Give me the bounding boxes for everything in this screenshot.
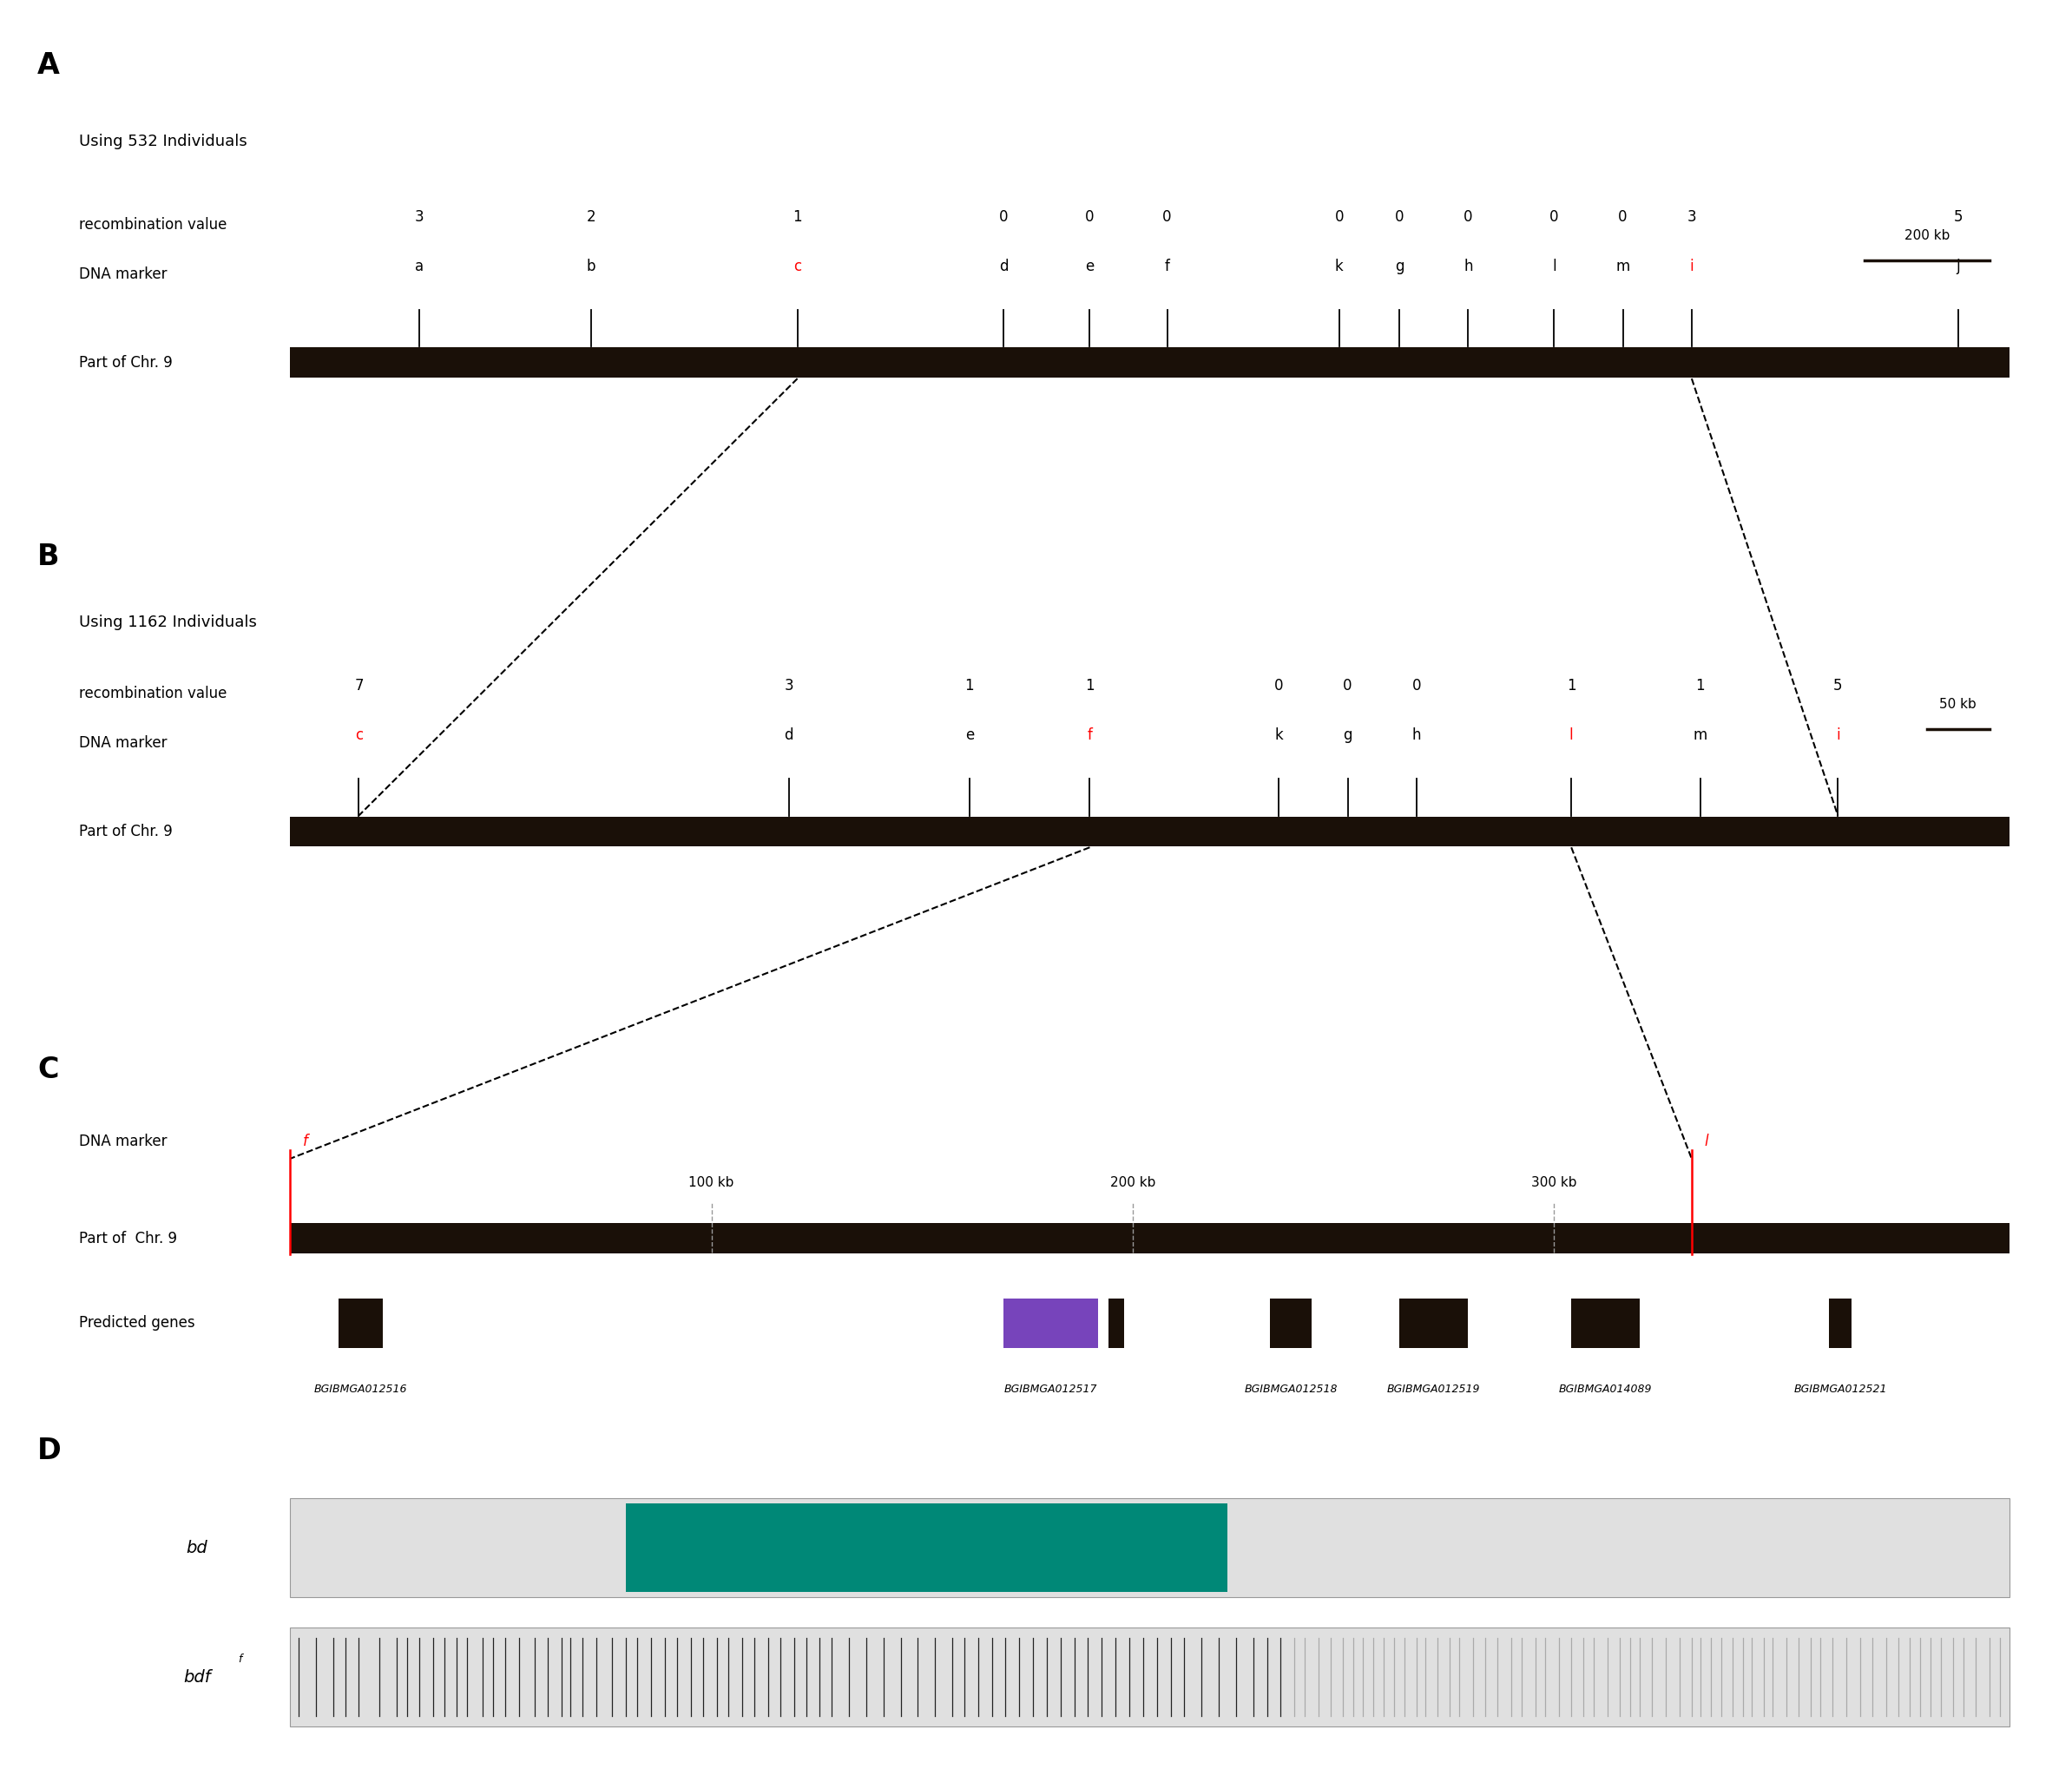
Text: 7: 7: [354, 678, 363, 693]
Text: D: D: [37, 1436, 62, 1465]
Text: C: C: [37, 1056, 58, 1084]
Text: f: f: [303, 1134, 307, 1148]
Bar: [290, 816, 2010, 846]
Text: 1: 1: [1086, 678, 1094, 693]
Text: l: l: [1569, 727, 1573, 743]
Text: d: d: [785, 727, 794, 743]
Text: Part of Chr. 9: Part of Chr. 9: [79, 356, 172, 370]
Text: f: f: [1088, 727, 1092, 743]
Text: l: l: [1552, 258, 1556, 274]
Text: h: h: [1463, 258, 1473, 274]
Text: 300 kb: 300 kb: [1531, 1176, 1577, 1189]
Text: l: l: [1703, 1134, 1707, 1148]
Bar: [290, 1627, 2010, 1727]
Text: 3: 3: [783, 678, 794, 693]
Text: DNA marker: DNA marker: [79, 1134, 168, 1148]
Text: 0: 0: [1550, 209, 1558, 225]
Text: BGIBMGA012521: BGIBMGA012521: [1794, 1383, 1888, 1394]
Text: 0: 0: [1343, 678, 1353, 693]
Text: 0: 0: [1334, 209, 1343, 225]
Text: BGIBMGA012519: BGIBMGA012519: [1386, 1383, 1479, 1394]
Text: 0: 0: [999, 209, 1009, 225]
Text: i: i: [1689, 258, 1693, 274]
Text: A: A: [37, 51, 60, 80]
Text: DNA marker: DNA marker: [79, 736, 168, 750]
Text: 200 kb: 200 kb: [1111, 1176, 1156, 1189]
Text: Part of  Chr. 9: Part of Chr. 9: [79, 1231, 176, 1245]
Text: 5: 5: [1954, 209, 1962, 225]
Text: g: g: [1343, 727, 1353, 743]
Text: 0: 0: [1162, 209, 1171, 225]
Bar: [290, 1224, 2010, 1252]
Text: 0: 0: [1086, 209, 1094, 225]
Text: 100 kb: 100 kb: [688, 1176, 733, 1189]
Text: recombination value: recombination value: [79, 686, 226, 701]
Bar: [1399, 1298, 1469, 1348]
Text: BGIBMGA012517: BGIBMGA012517: [1005, 1383, 1098, 1394]
Text: 0: 0: [1274, 678, 1283, 693]
Text: 5: 5: [1834, 678, 1842, 693]
Text: 3: 3: [1687, 209, 1697, 225]
Text: 200 kb: 200 kb: [1904, 228, 1950, 242]
Bar: [1109, 1298, 1125, 1348]
Text: 1: 1: [1695, 678, 1705, 693]
Text: BGIBMGA012516: BGIBMGA012516: [315, 1383, 408, 1394]
Text: Using 532 Individuals: Using 532 Individuals: [79, 134, 247, 149]
Text: 2: 2: [586, 209, 595, 225]
Text: d: d: [999, 258, 1009, 274]
Text: Predicted genes: Predicted genes: [79, 1316, 195, 1330]
Text: BGIBMGA014089: BGIBMGA014089: [1558, 1383, 1651, 1394]
Text: e: e: [966, 727, 974, 743]
Bar: [1571, 1298, 1641, 1348]
Text: e: e: [1086, 258, 1094, 274]
Bar: [290, 1498, 2010, 1597]
Text: m: m: [1616, 258, 1631, 274]
Text: b: b: [586, 258, 595, 274]
Text: 0: 0: [1463, 209, 1473, 225]
Text: c: c: [794, 258, 802, 274]
Text: f: f: [1164, 258, 1171, 274]
Bar: [626, 1504, 1227, 1592]
Text: k: k: [1274, 727, 1283, 743]
Text: 1: 1: [1566, 678, 1577, 693]
Text: k: k: [1334, 258, 1343, 274]
Text: 0: 0: [1394, 209, 1405, 225]
Text: 0: 0: [1618, 209, 1627, 225]
Bar: [1830, 1298, 1852, 1348]
Text: DNA marker: DNA marker: [79, 267, 168, 281]
Text: bd: bd: [186, 1539, 207, 1557]
Text: a: a: [414, 258, 423, 274]
Text: 1: 1: [966, 678, 974, 693]
Text: g: g: [1394, 258, 1405, 274]
Text: 0: 0: [1411, 678, 1421, 693]
Text: i: i: [1836, 727, 1840, 743]
Text: m: m: [1693, 727, 1707, 743]
Text: bdf: bdf: [182, 1668, 211, 1686]
Bar: [338, 1298, 383, 1348]
Text: BGIBMGA012518: BGIBMGA012518: [1245, 1383, 1339, 1394]
Text: recombination value: recombination value: [79, 218, 226, 232]
Text: B: B: [37, 543, 60, 571]
Text: h: h: [1411, 727, 1421, 743]
Text: 1: 1: [794, 209, 802, 225]
Bar: [1003, 1298, 1098, 1348]
Bar: [290, 347, 2010, 379]
Text: 50 kb: 50 kb: [1939, 697, 1977, 711]
Bar: [1270, 1298, 1312, 1348]
Text: Using 1162 Individuals: Using 1162 Individuals: [79, 616, 257, 630]
Text: c: c: [354, 727, 363, 743]
Text: f: f: [238, 1654, 242, 1665]
Text: Part of Chr. 9: Part of Chr. 9: [79, 824, 172, 839]
Text: j: j: [1956, 258, 1960, 274]
Text: 3: 3: [414, 209, 423, 225]
